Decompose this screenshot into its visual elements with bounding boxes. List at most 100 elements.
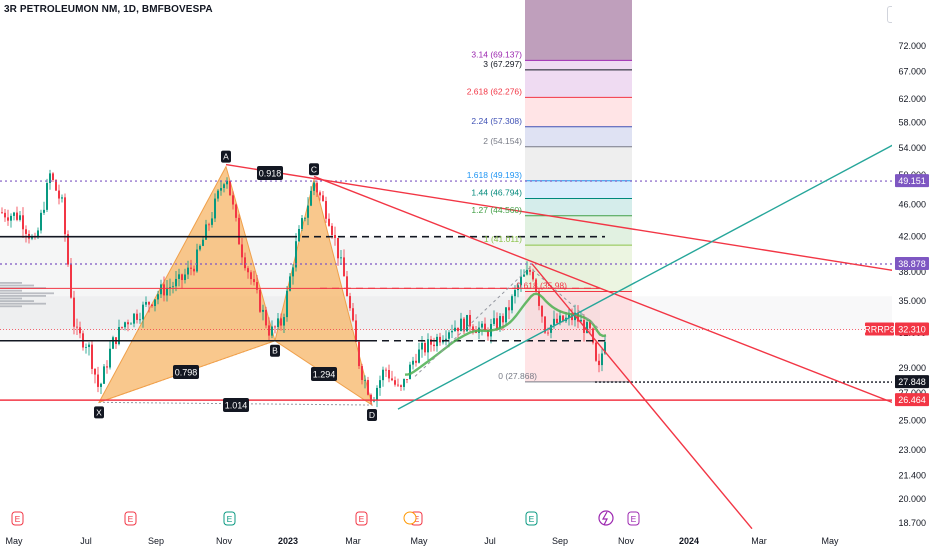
candle-body	[268, 325, 270, 336]
candle-body	[580, 319, 582, 322]
candle-body	[61, 197, 63, 199]
candle-body	[205, 224, 207, 240]
harmonic-ratio-label: 0.918	[259, 169, 282, 179]
fib-zone-top	[525, 0, 632, 61]
y-tick-label: 18.700	[898, 518, 926, 528]
ascending-trendline	[397, 144, 892, 410]
candle-body	[313, 182, 315, 191]
x-tick-label: Mar	[751, 536, 767, 546]
candle-body	[244, 257, 246, 269]
harmonic-point-badge	[221, 150, 231, 163]
earnings-marker	[355, 511, 368, 526]
price-badge-label: 49.151	[898, 176, 926, 186]
candle-body	[247, 268, 249, 273]
earnings-marker	[525, 511, 538, 526]
candle-body	[568, 314, 570, 318]
y-tick-label: 58.000	[898, 118, 926, 128]
candle-body	[595, 342, 597, 361]
price-badge-label: RRRP3	[864, 325, 895, 335]
earnings-marker-label: E	[227, 514, 233, 524]
fib-level-label: 1 (41.011)	[484, 234, 522, 244]
volume-profile-bar	[0, 297, 22, 300]
split-marker	[598, 510, 614, 526]
fib-zone	[525, 291, 632, 382]
dividend-marker	[403, 511, 417, 525]
candle-body	[349, 296, 351, 309]
candle-body	[406, 379, 408, 380]
candle-body	[43, 209, 45, 213]
candle-body	[532, 271, 534, 280]
candle-body	[394, 380, 396, 385]
y-tick-label: 38.000	[898, 267, 926, 277]
candle-body	[361, 366, 363, 380]
candle-body	[508, 307, 510, 311]
candle-body	[409, 364, 411, 380]
candle-body	[322, 195, 324, 202]
candle-body	[439, 336, 441, 343]
y-tick-label: 23.000	[898, 445, 926, 455]
fib-level-label: 2.618 (62.276)	[467, 86, 522, 96]
candle-body	[523, 274, 525, 277]
candle-body	[304, 217, 306, 219]
candle-body	[214, 198, 216, 219]
candle-body	[16, 212, 18, 220]
candle-body	[451, 331, 453, 333]
x-tick-label: 2023	[278, 536, 298, 546]
y-tick-label: 29.000	[898, 363, 926, 373]
y-tick-label: 54.000	[898, 143, 926, 153]
candle-body	[484, 323, 486, 331]
candle-body	[220, 188, 222, 191]
candle-body	[430, 339, 432, 345]
y-tick-label: 21.400	[898, 470, 926, 480]
candle-body	[355, 320, 357, 342]
candle-body	[7, 217, 9, 221]
candle-body	[202, 239, 204, 246]
candle-body	[226, 180, 228, 185]
candle-body	[457, 327, 459, 332]
candle-body	[469, 314, 471, 327]
x-tick-label: Nov	[618, 536, 635, 546]
volume-profile-bar	[0, 305, 22, 308]
earnings-marker-label: E	[359, 514, 365, 524]
harmonic-point-label: A	[223, 152, 229, 162]
candle-body	[553, 318, 555, 326]
y-tick-label: 25.000	[898, 415, 926, 425]
volume-profile-bar	[0, 292, 54, 295]
harmonic-point-badge	[270, 344, 280, 357]
candle-body	[49, 173, 51, 183]
candle-body	[166, 287, 168, 296]
candle-body	[577, 312, 579, 322]
candle-body	[139, 319, 141, 321]
candle-body	[379, 380, 381, 388]
candle-body	[592, 328, 594, 343]
symbol-title: 3R PETROLEUMON NM, 1D, BMFBOVESPA	[4, 4, 213, 15]
candle-body	[265, 309, 267, 326]
candle-body	[376, 387, 378, 400]
candle-body	[520, 276, 522, 286]
candle-body	[328, 218, 330, 226]
price-badge-label: 26.464	[898, 395, 926, 405]
candle-body	[136, 313, 138, 320]
candle-body	[463, 318, 465, 332]
x-tick-label: May	[410, 536, 428, 546]
y-tick-label: 46.000	[898, 200, 926, 210]
candle-body	[142, 304, 144, 320]
candle-body	[193, 268, 195, 272]
candle-body	[85, 346, 87, 348]
candle-body	[535, 279, 537, 292]
candle-body	[601, 353, 603, 366]
candle-body	[385, 369, 387, 371]
candle-body	[298, 228, 300, 242]
x-tick-label: Jul	[80, 536, 92, 546]
candle-body	[310, 190, 312, 206]
candle-body	[496, 318, 498, 329]
harmonic-point-label: B	[272, 346, 278, 356]
candle-body	[76, 326, 78, 328]
candle-body	[415, 360, 417, 363]
price-badge	[895, 257, 929, 271]
candle-body	[352, 308, 354, 321]
candle-body	[403, 379, 405, 387]
candle-body	[556, 318, 558, 324]
fib-level-label: 3.14 (69.137)	[471, 49, 522, 59]
